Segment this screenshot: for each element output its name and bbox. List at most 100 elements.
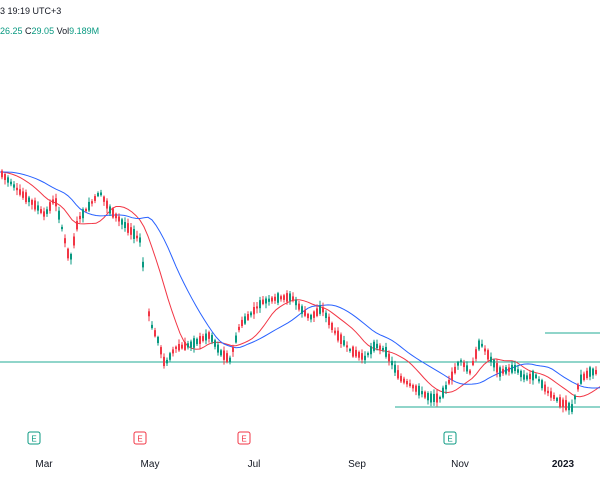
candle-body xyxy=(277,293,279,303)
candle-body xyxy=(289,293,291,301)
candle xyxy=(52,195,54,205)
candle-body xyxy=(427,393,429,401)
candle xyxy=(31,198,33,210)
candle-body xyxy=(187,343,189,348)
candle-body xyxy=(217,344,219,353)
candle-body xyxy=(85,208,87,212)
candle-body xyxy=(61,226,63,230)
candle xyxy=(382,345,384,353)
candle xyxy=(238,323,240,333)
earnings-marker-frame xyxy=(133,431,147,445)
candle-body xyxy=(208,332,210,339)
candle xyxy=(1,169,3,180)
candle-body xyxy=(475,349,477,359)
earnings-e-icon[interactable]: E xyxy=(27,431,41,445)
candle-body xyxy=(385,346,387,357)
candle xyxy=(16,183,18,196)
candle xyxy=(124,217,126,232)
candle xyxy=(499,365,501,381)
candle xyxy=(580,369,582,385)
candle xyxy=(184,337,186,352)
candle xyxy=(595,366,597,376)
candle xyxy=(367,351,369,358)
candle xyxy=(433,389,435,406)
candle xyxy=(430,391,432,407)
candle-body xyxy=(19,189,21,195)
earnings-e-icon[interactable]: E xyxy=(237,431,251,445)
candle-body xyxy=(415,385,417,392)
candle-body xyxy=(271,297,273,302)
candle xyxy=(208,330,210,343)
candle xyxy=(217,341,219,356)
candle xyxy=(364,351,366,364)
candle xyxy=(541,378,543,391)
candle xyxy=(559,394,561,409)
earnings-e-icon[interactable]: E xyxy=(133,431,147,445)
candle xyxy=(394,360,396,377)
candle-body xyxy=(544,384,546,392)
candle xyxy=(478,338,480,352)
candle xyxy=(502,365,504,376)
candle xyxy=(553,392,555,402)
candle xyxy=(214,338,216,350)
candle-body xyxy=(547,390,549,394)
candle-body xyxy=(100,192,102,196)
candle xyxy=(199,332,201,349)
candle-body xyxy=(118,216,120,222)
candle-body xyxy=(16,187,18,191)
candle-body xyxy=(10,181,12,185)
candle-body xyxy=(493,359,495,368)
candle xyxy=(508,363,510,376)
candle-body xyxy=(196,338,198,345)
candle-body xyxy=(349,348,351,352)
candle xyxy=(226,350,228,364)
candle xyxy=(442,385,444,399)
candle-body xyxy=(343,340,345,346)
candle xyxy=(532,369,534,385)
candle-body xyxy=(538,379,540,382)
candle-body xyxy=(115,213,117,219)
candle-body xyxy=(355,349,357,357)
candle-body xyxy=(106,200,108,209)
candle-body xyxy=(193,338,195,348)
candle-body xyxy=(310,314,312,320)
candle-body xyxy=(91,201,93,204)
candle-body xyxy=(331,322,333,330)
candle xyxy=(586,367,588,380)
candle-body xyxy=(301,306,303,314)
candle xyxy=(589,365,591,381)
earnings-e-icon[interactable]: E xyxy=(443,431,457,445)
candle xyxy=(511,361,513,375)
candle xyxy=(301,304,303,318)
candle-body xyxy=(565,400,567,410)
candle xyxy=(412,383,414,392)
candle xyxy=(493,358,495,372)
candle xyxy=(178,339,180,352)
candle xyxy=(4,172,6,185)
candle-body xyxy=(157,336,159,344)
candle xyxy=(472,357,474,367)
candle xyxy=(397,365,399,380)
moving-average-fast-line[interactable] xyxy=(0,171,600,398)
candle-body xyxy=(361,353,363,360)
candle-body xyxy=(460,360,462,363)
candle-body xyxy=(181,344,183,349)
candle-body xyxy=(412,385,414,389)
candle xyxy=(127,218,129,236)
candle-body xyxy=(37,205,39,211)
candle-body xyxy=(496,363,498,373)
candle xyxy=(577,382,579,392)
candle xyxy=(70,252,72,265)
candle xyxy=(373,339,375,353)
candle-body xyxy=(370,346,372,355)
earnings-marker-label: E xyxy=(137,435,142,444)
candle xyxy=(343,335,345,347)
candle xyxy=(202,333,204,343)
candle-body xyxy=(397,370,399,379)
candle-body xyxy=(298,303,300,310)
candle xyxy=(22,187,24,200)
candle xyxy=(337,327,339,343)
